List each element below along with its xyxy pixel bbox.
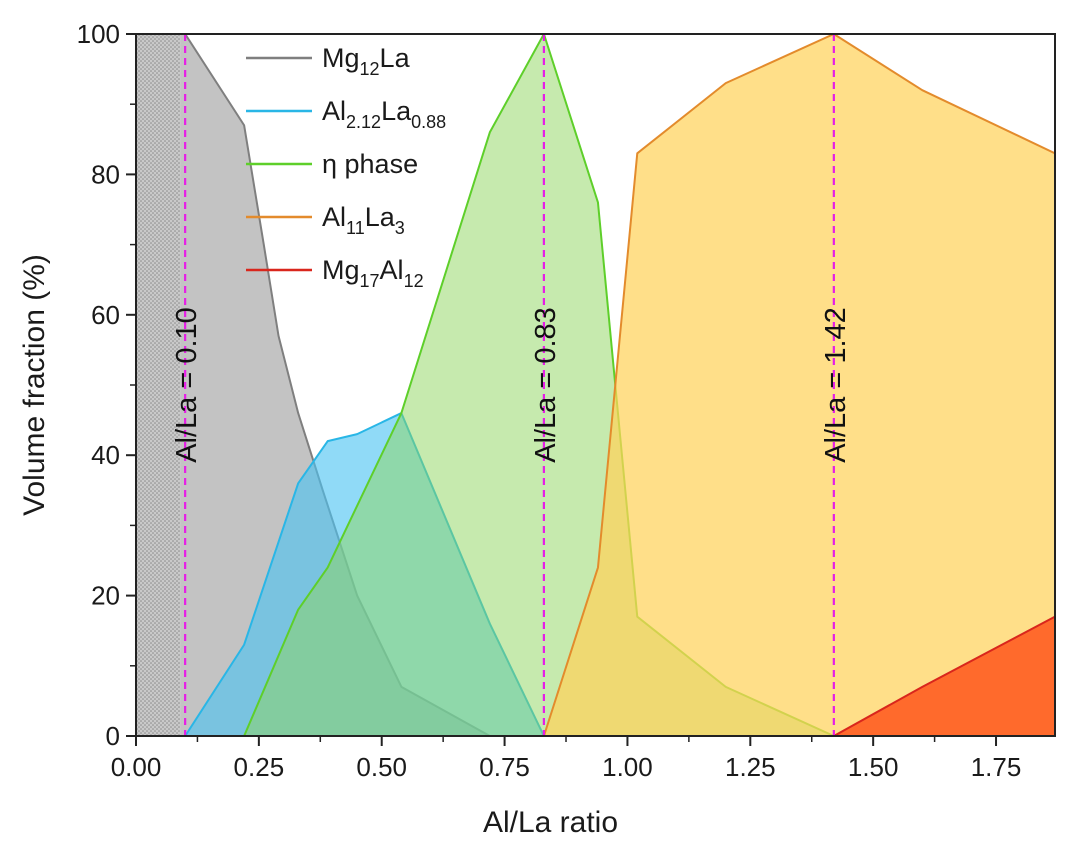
- x-tick-label-2: 0.50: [356, 752, 407, 782]
- x-tick-label-1: 0.25: [234, 752, 285, 782]
- annotation-label-1: Al/La = 0.10: [171, 307, 203, 463]
- y-tick-label-1: 20: [91, 581, 120, 611]
- y-tick-label-0: 0: [106, 721, 120, 751]
- y-tick-label-5: 100: [77, 19, 120, 49]
- axes: 0.00 0.25 0.50 0.75 1.00 1.25 1.50 1.75 0 20 40 60 8…: [18, 19, 1056, 839]
- legend-label-al2-12la0-88: Al2.12La0.88: [322, 96, 446, 132]
- annotation-label-2: Al/La = 0.83: [530, 307, 562, 463]
- y-tick-label-2: 40: [91, 440, 120, 470]
- plot-area: [136, 34, 1055, 736]
- line-mg17al12: [833, 615, 1055, 736]
- x-tick-label-6: 1.50: [848, 752, 899, 782]
- x-tick-label-7: 1.75: [971, 752, 1022, 782]
- legend-label-phase: η phase: [322, 149, 418, 179]
- legend-label-al11la3: Al11La3: [322, 202, 405, 238]
- area-al11la3: [543, 34, 1055, 736]
- legend-label-mg17al12: Mg17Al12: [322, 255, 424, 291]
- y-tick-label-3: 60: [91, 300, 120, 330]
- annotation-layer: Al/La = 0.10 Al/La = 0.83 Al/La = 1.42: [171, 34, 852, 736]
- x-tick-label-0: 0.00: [111, 752, 162, 782]
- x-axis-title: Al/La ratio: [483, 806, 618, 839]
- annotation-label-3: Al/La = 1.42: [820, 307, 852, 463]
- legend-label-mg12la: Mg12La: [322, 43, 411, 79]
- hatched-region: [136, 34, 181, 736]
- x-tick-label-5: 1.25: [725, 752, 776, 782]
- x-tick-label-4: 1.00: [602, 752, 653, 782]
- area-phase: [244, 34, 834, 736]
- y-tick-label-4: 80: [91, 159, 120, 189]
- legend: Mg12La Al2.12La0.88 η phase Al11La3 Mg17Al12: [246, 43, 446, 291]
- x-tick-label-3: 0.75: [479, 752, 530, 782]
- line-al11la3: [542, 34, 1055, 736]
- y-axis-title: Volume fraction (%): [18, 254, 51, 516]
